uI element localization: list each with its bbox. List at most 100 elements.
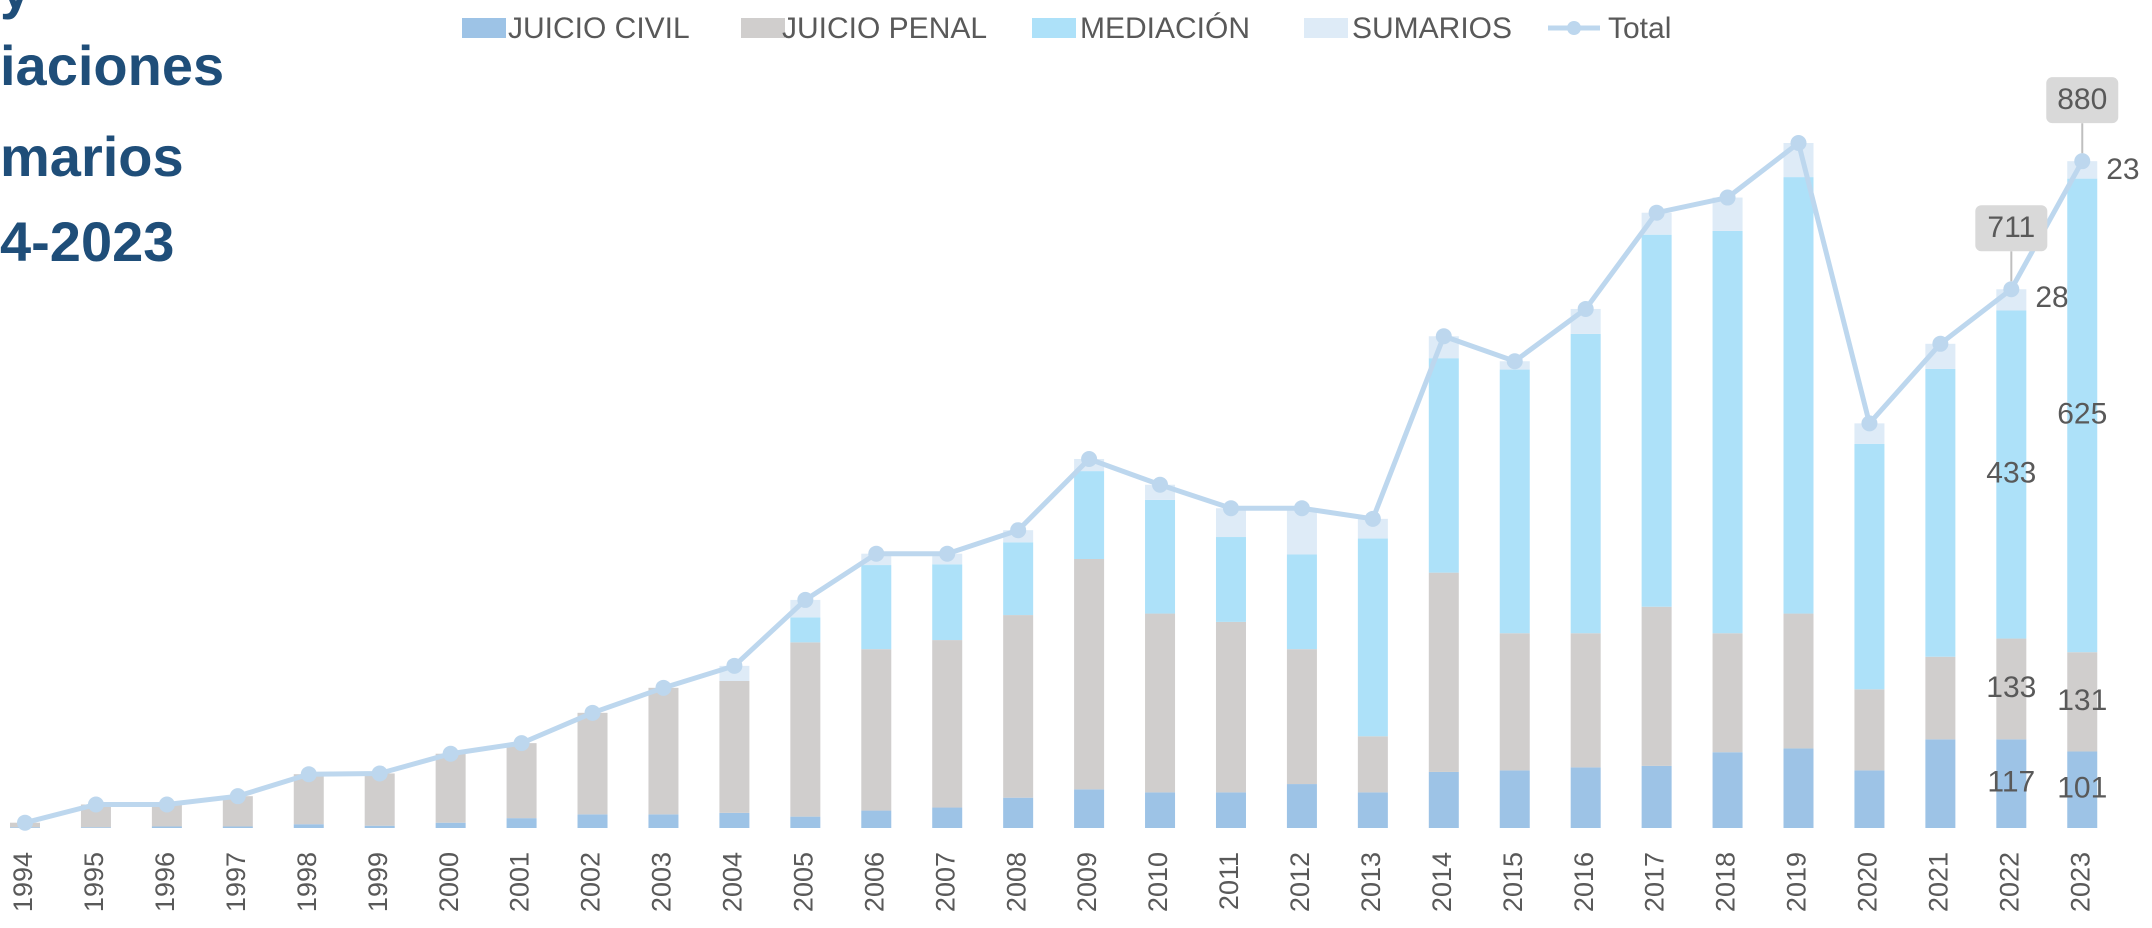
x-tick-label: 2003: [647, 852, 677, 912]
bar-segment: [1357, 538, 1388, 737]
total-marker: [1648, 204, 1665, 221]
total-marker: [1152, 476, 1169, 493]
bar-segment: [1996, 739, 2027, 828]
total-marker: [229, 788, 246, 805]
total-marker: [655, 679, 672, 696]
bar-segment: [1074, 789, 1105, 828]
data-label: 28: [2035, 281, 2068, 314]
x-tick-label: 2002: [576, 852, 606, 912]
bar-segment: [1783, 177, 1814, 614]
bar-segment: [1854, 689, 1885, 771]
total-marker: [1293, 500, 1310, 517]
bar-segment: [1570, 333, 1601, 634]
x-tick-label: 2006: [859, 852, 889, 912]
bar-segment: [2067, 652, 2098, 752]
bar-segment: [1854, 423, 1885, 444]
bar-segment: [1925, 368, 1956, 657]
x-tick-label: 2007: [930, 852, 960, 912]
bar-segment: [1428, 358, 1459, 573]
bar-segment: [1712, 633, 1743, 753]
bar-segment: [719, 680, 750, 813]
total-label: 880: [2057, 83, 2107, 116]
x-tick-label: 2017: [1640, 852, 1670, 912]
bar-segment: [151, 826, 182, 828]
bar-segment: [1854, 770, 1885, 828]
bar-segment: [790, 617, 821, 643]
total-marker: [797, 591, 814, 608]
x-tick-label: 2023: [2065, 852, 2095, 912]
total-marker: [513, 735, 530, 752]
data-label: 101: [2057, 772, 2107, 805]
total-marker: [1506, 353, 1523, 370]
legend-marker: [1567, 21, 1581, 35]
bar-segment: [1499, 369, 1530, 634]
total-marker: [868, 545, 885, 562]
x-tick-label: 2014: [1427, 852, 1457, 912]
total-marker: [158, 796, 175, 813]
bar-segment: [1357, 518, 1388, 539]
bar-segment: [1428, 771, 1459, 828]
x-tick-label: 2009: [1072, 852, 1102, 912]
bar-segment: [2067, 751, 2098, 828]
x-tick-label: 2020: [1853, 852, 1883, 912]
bar-segment: [1641, 606, 1672, 766]
total-marker: [1719, 189, 1736, 206]
bar-segment: [1145, 613, 1176, 793]
x-tick-label: 2016: [1569, 852, 1599, 912]
bar-segment: [1925, 739, 1956, 828]
data-label: 433: [1986, 456, 2036, 489]
legend-swatch: [462, 18, 506, 38]
bar-segment: [151, 804, 182, 827]
title-line: 4-2023: [0, 210, 174, 273]
bar-segment: [1712, 230, 1743, 634]
x-tick-label: 1994: [8, 852, 38, 912]
total-marker: [1790, 135, 1807, 151]
bar-segment: [1499, 770, 1530, 828]
bar-segment: [80, 827, 111, 828]
total-marker: [87, 796, 104, 813]
bar-segment: [1570, 633, 1601, 768]
legend-label: JUICIO PENAL: [782, 12, 987, 45]
bar-segment: [1357, 792, 1388, 828]
x-tick-label: 1997: [221, 852, 251, 912]
total-marker: [1435, 328, 1452, 345]
total-marker: [1222, 500, 1239, 517]
total-marker: [1932, 335, 1949, 352]
bar-segment: [1286, 554, 1317, 650]
bar-segment: [364, 773, 395, 826]
bar-segment: [577, 814, 608, 828]
x-tick-label: 2001: [505, 852, 535, 912]
total-marker: [442, 745, 459, 762]
x-tick-label: 2012: [1285, 852, 1315, 912]
legend-label: JUICIO CIVIL: [508, 12, 690, 45]
bar-segment: [1570, 767, 1601, 828]
bar-segment: [506, 743, 537, 819]
total-marker: [371, 765, 388, 782]
bar-segment: [861, 810, 892, 828]
bar-segment: [1286, 649, 1317, 785]
total-marker: [1364, 510, 1381, 527]
title-line: marios: [0, 125, 184, 188]
bar-segment: [932, 564, 963, 641]
bar-segment: [1996, 310, 2027, 639]
total-marker: [17, 814, 33, 831]
total-marker: [1081, 450, 1098, 467]
bar-segment: [1428, 572, 1459, 772]
total-line: [24, 138, 2085, 826]
legend-swatch: [741, 18, 785, 38]
bar-segment: [1854, 443, 1885, 690]
bar-segment: [435, 822, 466, 828]
total-label: 711: [1987, 211, 2035, 244]
x-tick-label: 2018: [1711, 852, 1741, 912]
bar-segment: [1996, 638, 2027, 740]
bar-segment: [1357, 736, 1388, 793]
bar-segment: [1215, 537, 1246, 622]
total-marker: [939, 545, 956, 562]
bar-segment: [2067, 178, 2098, 653]
legend-label: SUMARIOS: [1352, 12, 1512, 45]
bar-segment: [1074, 471, 1105, 560]
bar-segment: [861, 565, 892, 650]
bar-segment: [1783, 748, 1814, 828]
total-marker: [2003, 281, 2020, 298]
